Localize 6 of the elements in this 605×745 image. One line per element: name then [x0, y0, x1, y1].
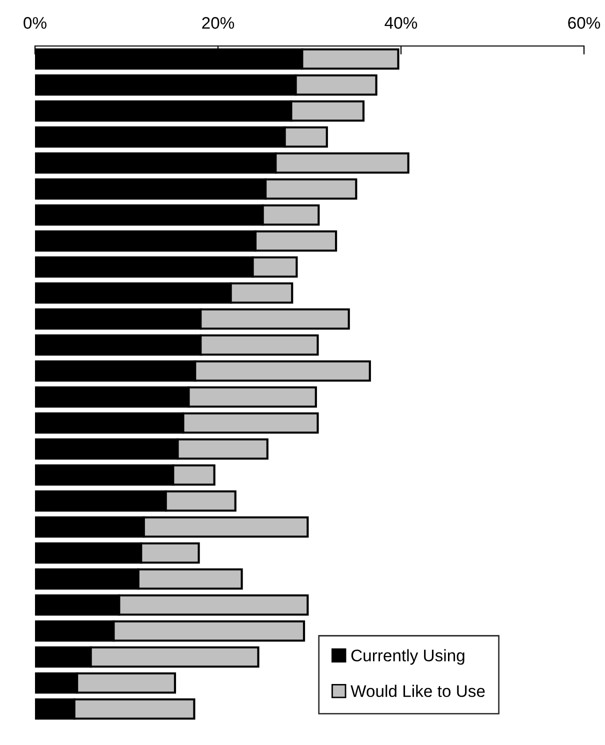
- x-tick-label: 60%: [568, 17, 600, 29]
- x-tick-label: 20%: [202, 17, 234, 29]
- legend-label: Currently Using: [351, 649, 464, 665]
- x-tick-label: 40%: [384, 17, 418, 29]
- x-tick-label: 0%: [24, 17, 46, 29]
- legend-label: Would Like to Use: [350, 684, 485, 698]
